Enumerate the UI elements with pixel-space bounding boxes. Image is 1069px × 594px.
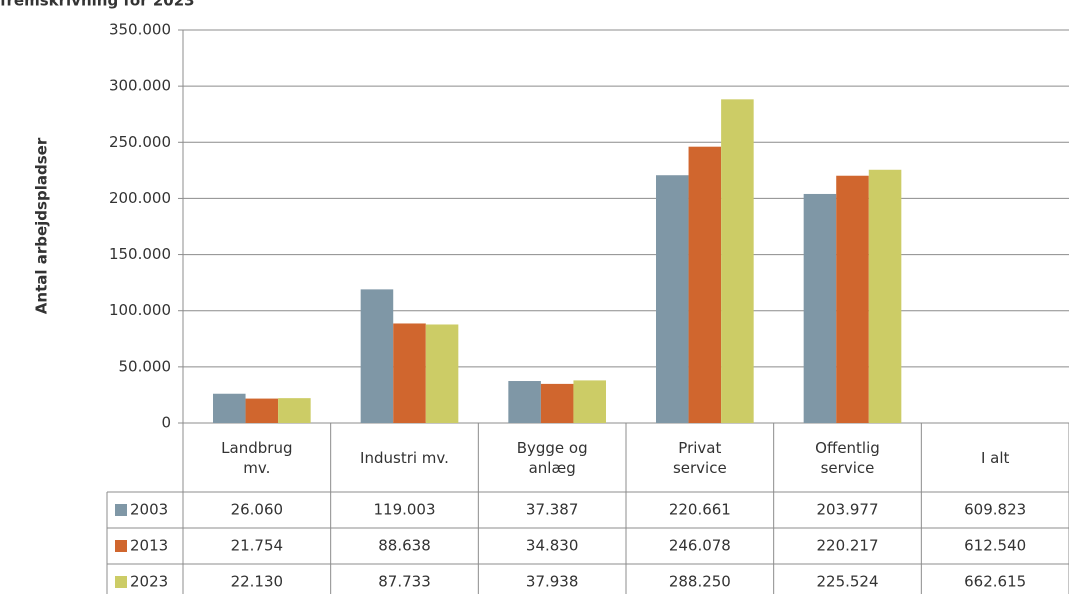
table-value: 26.060 bbox=[231, 501, 284, 519]
table-value: 220.661 bbox=[669, 501, 731, 519]
category-text: Offentlig service bbox=[815, 438, 880, 477]
category-label: Bygge og anlæg bbox=[478, 423, 626, 492]
category-text: Privat service bbox=[672, 438, 727, 477]
bar bbox=[688, 146, 722, 423]
table-value: 119.003 bbox=[373, 501, 435, 519]
legend-swatch bbox=[115, 504, 127, 516]
bar bbox=[721, 99, 754, 423]
table-value: 225.524 bbox=[816, 573, 878, 591]
table-value: 87.733 bbox=[378, 573, 431, 591]
category-text: Bygge og anlæg bbox=[516, 438, 588, 477]
category-label: Offentlig service bbox=[774, 423, 922, 492]
category-text: I alt bbox=[980, 448, 1010, 467]
table-value: 37.938 bbox=[526, 573, 579, 591]
bar bbox=[656, 175, 689, 423]
bar bbox=[393, 323, 426, 423]
y-tick-label: 250.000 bbox=[109, 133, 171, 151]
category-label: Landbrug mv. bbox=[183, 423, 331, 492]
table-value: 246.078 bbox=[669, 537, 731, 555]
legend-swatch bbox=[115, 576, 127, 588]
y-tick-label: 300.000 bbox=[109, 77, 171, 95]
chart-title: fremskrivning for 2023 bbox=[0, 0, 195, 10]
category-label: Privat service bbox=[626, 423, 774, 492]
bar bbox=[803, 193, 837, 423]
category-text: Industri mv. bbox=[360, 448, 449, 467]
table-value: 662.615 bbox=[964, 573, 1026, 591]
bar bbox=[425, 324, 459, 423]
table-value: 21.754 bbox=[231, 537, 284, 555]
y-tick-label: 100.000 bbox=[109, 301, 171, 319]
table-value: 34.830 bbox=[526, 537, 579, 555]
table-value: 88.638 bbox=[378, 537, 431, 555]
bar bbox=[573, 380, 606, 423]
bar bbox=[868, 169, 902, 423]
table-value: 288.250 bbox=[669, 573, 731, 591]
legend-label: 2013 bbox=[130, 537, 168, 555]
y-tick-label: 0 bbox=[161, 414, 171, 432]
legend-label: 2023 bbox=[130, 573, 168, 591]
category-label: I alt bbox=[921, 423, 1069, 492]
y-tick-label: 350.000 bbox=[109, 21, 171, 39]
legend-label: 2003 bbox=[130, 501, 168, 519]
legend-swatch bbox=[115, 540, 127, 552]
category-label: Industri mv. bbox=[331, 423, 479, 492]
bar bbox=[213, 393, 246, 423]
bar bbox=[508, 381, 541, 423]
category-text: Landbrug mv. bbox=[221, 438, 293, 477]
table-value: 609.823 bbox=[964, 501, 1026, 519]
table-value: 37.387 bbox=[526, 501, 579, 519]
table-value: 220.217 bbox=[816, 537, 878, 555]
bar bbox=[836, 175, 869, 423]
bar bbox=[245, 398, 279, 423]
table-value: 22.130 bbox=[231, 573, 284, 591]
bar bbox=[540, 383, 574, 423]
y-axis-label: Antal arbejdspladser bbox=[33, 137, 51, 314]
bar bbox=[360, 289, 394, 423]
table-value: 612.540 bbox=[964, 537, 1026, 555]
y-tick-label: 150.000 bbox=[109, 245, 171, 263]
bar bbox=[278, 398, 311, 423]
y-tick-label: 200.000 bbox=[109, 189, 171, 207]
y-tick-label: 50.000 bbox=[119, 357, 172, 375]
table-value: 203.977 bbox=[816, 501, 878, 519]
